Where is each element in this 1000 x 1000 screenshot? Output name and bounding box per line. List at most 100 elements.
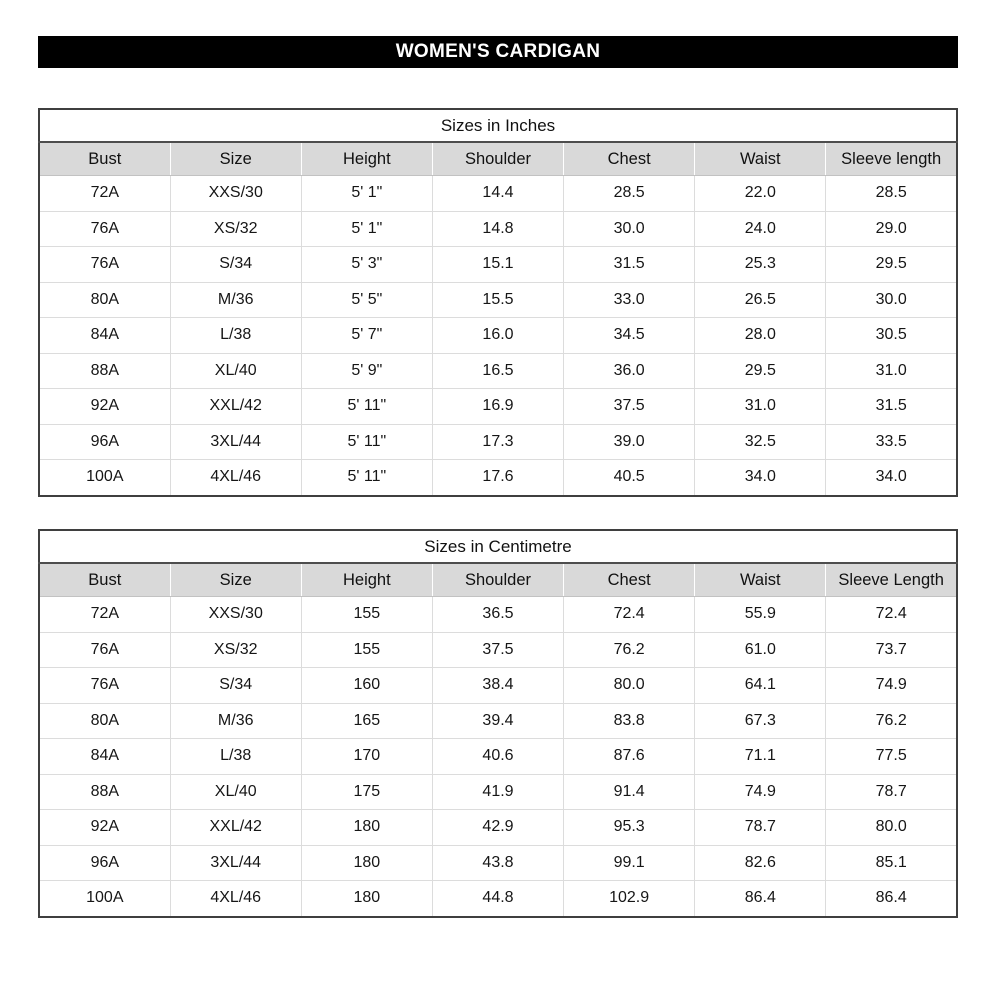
table-row: 96A 3XL/44 5' 11" 17.3 39.0 32.5 33.5	[38, 423, 958, 460]
header-cell: Height	[300, 142, 433, 176]
header-row: Bust Size Height Shoulder Chest Waist Sleeve l…	[39, 142, 957, 176]
table-cell: 84A	[38, 317, 171, 354]
table-cell: 30.5	[825, 317, 958, 354]
table-cell: L/38	[169, 738, 302, 775]
table-cell: 55.9	[694, 596, 827, 633]
table-cell: 72.4	[563, 596, 696, 633]
table-cell: 26.5	[694, 281, 827, 318]
table-cell: 73.7	[825, 631, 958, 668]
table-cell: 34.5	[563, 317, 696, 354]
table-cell: 72A	[38, 596, 171, 633]
table-cell: 96A	[38, 423, 171, 460]
table-cell: 77.5	[825, 738, 958, 775]
table-cell: 5' 11"	[300, 388, 433, 425]
table-cell: 16.9	[431, 388, 565, 425]
table-row: 100A 4XL/46 180 44.8 102.9 86.4 86.4	[38, 880, 958, 917]
inches-table-section: Sizes in Inches Bust Size Height Shoulder Che…	[38, 108, 958, 497]
table-cell: 86.4	[825, 880, 958, 917]
table-cell: M/36	[169, 281, 302, 318]
table-cell: 22.0	[694, 175, 827, 212]
table-row: 84A L/38 5' 7" 16.0 34.5 28.0 30.5	[38, 317, 958, 354]
table-cell: 34.0	[694, 459, 827, 496]
table-cell: 28.5	[825, 175, 958, 212]
table-cell: 92A	[38, 809, 171, 846]
table-cell: 91.4	[563, 773, 696, 810]
table-cell: 83.8	[563, 702, 696, 739]
table-cell: 165	[300, 702, 433, 739]
table-cell: 88A	[38, 352, 171, 389]
table-cell: 29.5	[694, 352, 827, 389]
table-cell: 17.6	[431, 459, 565, 496]
table-cell: 76.2	[825, 702, 958, 739]
table-cell: 95.3	[563, 809, 696, 846]
cm-table: Sizes in Centimetre Bust Size Height Shoulde…	[38, 529, 958, 918]
table-cell: 96A	[38, 844, 171, 881]
table-cell: 5' 1"	[300, 175, 433, 212]
table-cell: XS/32	[169, 210, 302, 247]
table-row: 88A XL/40 175 41.9 91.4 74.9 78.7	[38, 773, 958, 810]
table-cell: 16.5	[431, 352, 565, 389]
header-cell: Chest	[563, 563, 696, 597]
table-cell: 32.5	[694, 423, 827, 460]
table-cell: 40.5	[563, 459, 696, 496]
table-cell: 31.5	[825, 388, 958, 425]
table-cell: 74.9	[825, 667, 958, 704]
table-cell: 29.0	[825, 210, 958, 247]
table-cell: 16.0	[431, 317, 565, 354]
table-cell: 37.5	[431, 631, 565, 668]
table-cell: 41.9	[431, 773, 565, 810]
table-cell: 80A	[38, 702, 171, 739]
table-cell: 78.7	[825, 773, 958, 810]
table-cell: 30.0	[825, 281, 958, 318]
table-cell: 5' 11"	[300, 459, 433, 496]
table-cell: 31.0	[825, 352, 958, 389]
table-cell: 61.0	[694, 631, 827, 668]
table-cell: 84A	[38, 738, 171, 775]
table-cell: 88A	[38, 773, 171, 810]
header-cell: Size	[169, 142, 302, 176]
table-cell: M/36	[169, 702, 302, 739]
table-cell: 37.5	[563, 388, 696, 425]
inches-table: Sizes in Inches Bust Size Height Shoulder Che…	[38, 108, 958, 497]
table-cell: 33.0	[563, 281, 696, 318]
table-row: 72A XXS/30 5' 1" 14.4 28.5 22.0 28.5	[38, 175, 958, 212]
table-row: 84A L/38 170 40.6 87.6 71.1 77.5	[38, 738, 958, 775]
table-row: 80A M/36 165 39.4 83.8 67.3 76.2	[38, 702, 958, 739]
table-cell: 43.8	[431, 844, 565, 881]
table-cell: 155	[300, 631, 433, 668]
table-cell: 39.0	[563, 423, 696, 460]
table-cell: 102.9	[563, 880, 696, 917]
table-cell: 4XL/46	[169, 459, 302, 496]
table-title: Sizes in Centimetre	[39, 530, 957, 564]
table-cell: 40.6	[431, 738, 565, 775]
header-row: Bust Size Height Shoulder Chest Waist Sleeve L…	[39, 563, 957, 597]
header-cell: Sleeve length	[825, 142, 957, 176]
table-cell: 175	[300, 773, 433, 810]
table-cell: 76A	[38, 210, 171, 247]
table-cell: 80.0	[825, 809, 958, 846]
table-cell: 74.9	[694, 773, 827, 810]
header-cell: Bust	[39, 563, 171, 597]
table-cell: 170	[300, 738, 433, 775]
table-cell: 5' 7"	[300, 317, 433, 354]
table-row: 88A XL/40 5' 9" 16.5 36.0 29.5 31.0	[38, 352, 958, 389]
table-cell: 42.9	[431, 809, 565, 846]
table-cell: XL/40	[169, 773, 302, 810]
table-row: 92A XXL/42 180 42.9 95.3 78.7 80.0	[38, 809, 958, 846]
table-cell: 31.0	[694, 388, 827, 425]
table-cell: 3XL/44	[169, 423, 302, 460]
table-cell: 14.8	[431, 210, 565, 247]
table-cell: 76.2	[563, 631, 696, 668]
table-row: 76A S/34 5' 3" 15.1 31.5 25.3 29.5	[38, 246, 958, 283]
header-cell: Chest	[563, 142, 696, 176]
table-cell: 100A	[38, 880, 171, 917]
table-row: 100A 4XL/46 5' 11" 17.6 40.5 34.0 34.0	[38, 459, 958, 496]
table-cell: 15.5	[431, 281, 565, 318]
table-cell: 36.0	[563, 352, 696, 389]
table-cell: 15.1	[431, 246, 565, 283]
table-row: 92A XXL/42 5' 11" 16.9 37.5 31.0 31.5	[38, 388, 958, 425]
table-cell: XXL/42	[169, 809, 302, 846]
table-cell: 180	[300, 880, 433, 917]
table-cell: 33.5	[825, 423, 958, 460]
table-cell: 5' 5"	[300, 281, 433, 318]
